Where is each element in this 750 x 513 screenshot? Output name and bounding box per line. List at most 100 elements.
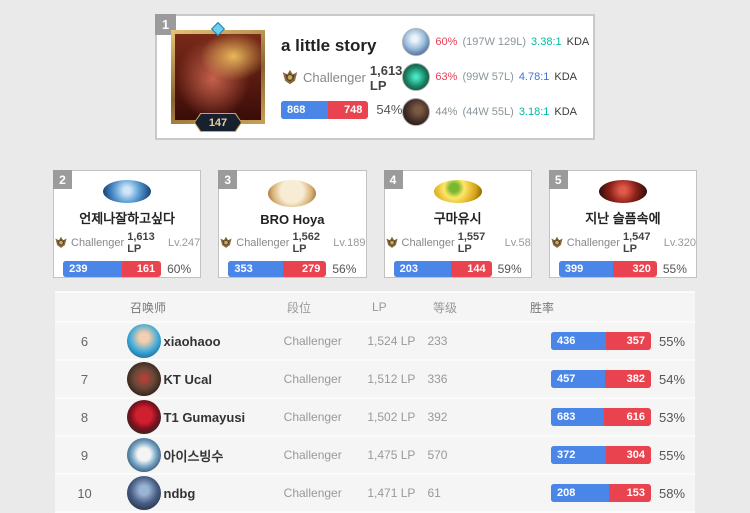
- losses-segment: 304: [606, 446, 651, 464]
- table-row[interactable]: 8 T1 Gumayusi Challenger 1,502 LP 392 68…: [55, 399, 695, 437]
- lp-value: 1,475 LP: [367, 448, 416, 462]
- top-player-card[interactable]: 1 147 a little story Challenger 1,613 LP…: [155, 14, 595, 140]
- lp-value: 1,613 LP: [369, 62, 403, 93]
- winrate-percent: 55%: [658, 447, 686, 463]
- table-header-row: 召唤师 段位 LP 等级 胜率: [55, 293, 695, 323]
- lp-value: 1,502 LP: [367, 410, 416, 424]
- winrate-percent: 55%: [662, 262, 687, 276]
- champion-winrate: 60%: [435, 36, 458, 48]
- challenger-crest-icon: [282, 69, 298, 84]
- tier-line: Challenger 1,557 LP Lv.58: [385, 231, 531, 255]
- wins-segment: 436: [550, 332, 606, 350]
- table-row[interactable]: 9 아이스빙수 Challenger 1,475 LP 570 372 304 …: [55, 437, 695, 475]
- losses-count: 153: [626, 487, 645, 499]
- champion-kda-ratio: 3.18:1: [518, 106, 550, 118]
- wins-count: 457: [556, 373, 576, 385]
- losses-segment: 279: [283, 261, 326, 277]
- summoner-avatar: [127, 476, 162, 510]
- summoner-name[interactable]: 아이스빙수: [163, 448, 224, 464]
- wins-count: 399: [564, 263, 584, 275]
- winrate-percent: 53%: [658, 409, 686, 425]
- summoner-avatar: 147: [171, 21, 265, 132]
- winrate-percent: 54%: [376, 102, 403, 117]
- row-rank: 9: [80, 447, 89, 463]
- champion-stat-row[interactable]: 60% (197W 129L) 3.38:1 KDA: [402, 28, 589, 56]
- wins-count: 683: [556, 411, 576, 423]
- lp-value: 1,524 LP: [367, 334, 416, 348]
- level-value: 392: [427, 410, 448, 424]
- summoner-name[interactable]: 구마유시: [433, 211, 482, 226]
- challenger-crest-icon: [551, 236, 563, 248]
- winloss-bar: 436 357: [550, 332, 651, 350]
- tier-label: Challenger: [303, 70, 366, 85]
- challenger-crest-icon: [55, 236, 67, 248]
- wins-segment: 399: [558, 261, 614, 277]
- champion-winrate: 44%: [435, 106, 458, 118]
- summoner-name[interactable]: T1 Gumayusi: [163, 409, 246, 425]
- lp-value: 1,512 LP: [367, 372, 416, 386]
- lp-value: 1,547 LP: [622, 231, 651, 255]
- summoner-avatar: [598, 180, 647, 203]
- losses-count: 279: [301, 263, 321, 275]
- summoner-avatar: [127, 400, 162, 434]
- lp-value: 1,613 LP: [127, 231, 155, 255]
- champion-kda-ratio: 3.38:1: [531, 36, 562, 48]
- summoner-name[interactable]: xiaohaoo: [163, 333, 221, 349]
- wins-count: 353: [234, 263, 253, 275]
- player-card[interactable]: 3 BRO Hoya Challenger 1,562 LP Lv.189 35…: [218, 170, 367, 278]
- losses-segment: 153: [609, 484, 651, 502]
- winloss-bar: 203 144: [393, 261, 492, 277]
- wins-segment: 457: [550, 370, 606, 388]
- winrate-percent: 58%: [658, 485, 686, 501]
- summoner-level-badge: 147: [194, 113, 242, 132]
- wins-segment: 683: [550, 408, 604, 426]
- champion-record: (99W 57L): [462, 71, 514, 83]
- tier-line: Challenger 1,547 LP Lv.320: [550, 231, 696, 255]
- tier-label: Challenger: [236, 237, 290, 249]
- level-value: 61: [427, 486, 441, 500]
- header-level: 等级: [433, 300, 458, 315]
- summoner-portrait: [175, 34, 261, 120]
- wins-segment: 868: [281, 100, 328, 119]
- table-row[interactable]: 6 xiaohaoo Challenger 1,524 LP 233 436 3…: [55, 323, 695, 361]
- rank-badge: 3: [218, 170, 238, 189]
- losses-segment: 616: [604, 408, 651, 426]
- wins-segment: 239: [63, 261, 122, 277]
- summoner-avatar: [127, 438, 162, 472]
- level-value: 570: [427, 448, 448, 462]
- level-value: 336: [427, 372, 448, 386]
- champion-icon: [402, 63, 431, 91]
- top5-cards-row: 2 언제나잘하고싶다 Challenger 1,613 LP Lv.247 23…: [53, 170, 697, 278]
- summoner-name[interactable]: a little story: [281, 35, 377, 55]
- winrate-percent: 55%: [658, 333, 686, 349]
- champion-stat-row[interactable]: 63% (99W 57L) 4.78:1 KDA: [402, 63, 589, 91]
- table-row[interactable]: 7 KT Ucal Challenger 1,512 LP 336 457 38…: [55, 361, 695, 399]
- challenger-crest-icon: [220, 236, 232, 248]
- tier-label: Challenger: [283, 486, 342, 500]
- losses-count: 382: [626, 373, 645, 385]
- champion-record: (44W 55L): [462, 106, 514, 118]
- summoner-name[interactable]: 지난 슬픔속에: [585, 211, 661, 226]
- winloss-bar: 208 153: [550, 484, 651, 502]
- tier-label: Challenger: [283, 410, 342, 424]
- losses-segment: 161: [122, 261, 161, 277]
- champion-stat-row[interactable]: 44% (44W 55L) 3.18:1 KDA: [402, 98, 589, 126]
- losses-count: 748: [344, 103, 363, 116]
- lp-value: 1,471 LP: [367, 486, 416, 500]
- challenger-crest-icon: [385, 236, 398, 248]
- player-card[interactable]: 5 지난 슬픔속에 Challenger 1,547 LP Lv.320 399: [548, 170, 697, 278]
- winrate-cell: 436 357 55%: [523, 332, 695, 350]
- summoner-name[interactable]: 언제나잘하고싶다: [79, 211, 175, 226]
- tier-line: Challenger 1,613 LP Lv.247: [54, 231, 200, 255]
- summoner-name[interactable]: ndbg: [163, 485, 196, 501]
- winloss-bar: 683 616: [550, 408, 651, 426]
- table-row[interactable]: 10 ndbg Challenger 1,471 LP 61 208 153 5…: [55, 475, 695, 513]
- summoner-name[interactable]: BRO Hoya: [260, 212, 325, 227]
- player-card[interactable]: 2 언제나잘하고싶다 Challenger 1,613 LP Lv.247 23…: [53, 170, 202, 278]
- summoner-name[interactable]: KT Ucal: [163, 371, 212, 387]
- winloss-bar: 868 748: [281, 100, 369, 119]
- tier-label: Challenger: [71, 237, 125, 249]
- champion-stats-list: 60% (197W 129L) 3.38:1 KDA 63% (99W 57L)…: [402, 28, 589, 126]
- player-card[interactable]: 4 구마유시 Challenger 1,557 LP Lv.58 203: [383, 170, 532, 278]
- losses-count: 320: [632, 263, 651, 275]
